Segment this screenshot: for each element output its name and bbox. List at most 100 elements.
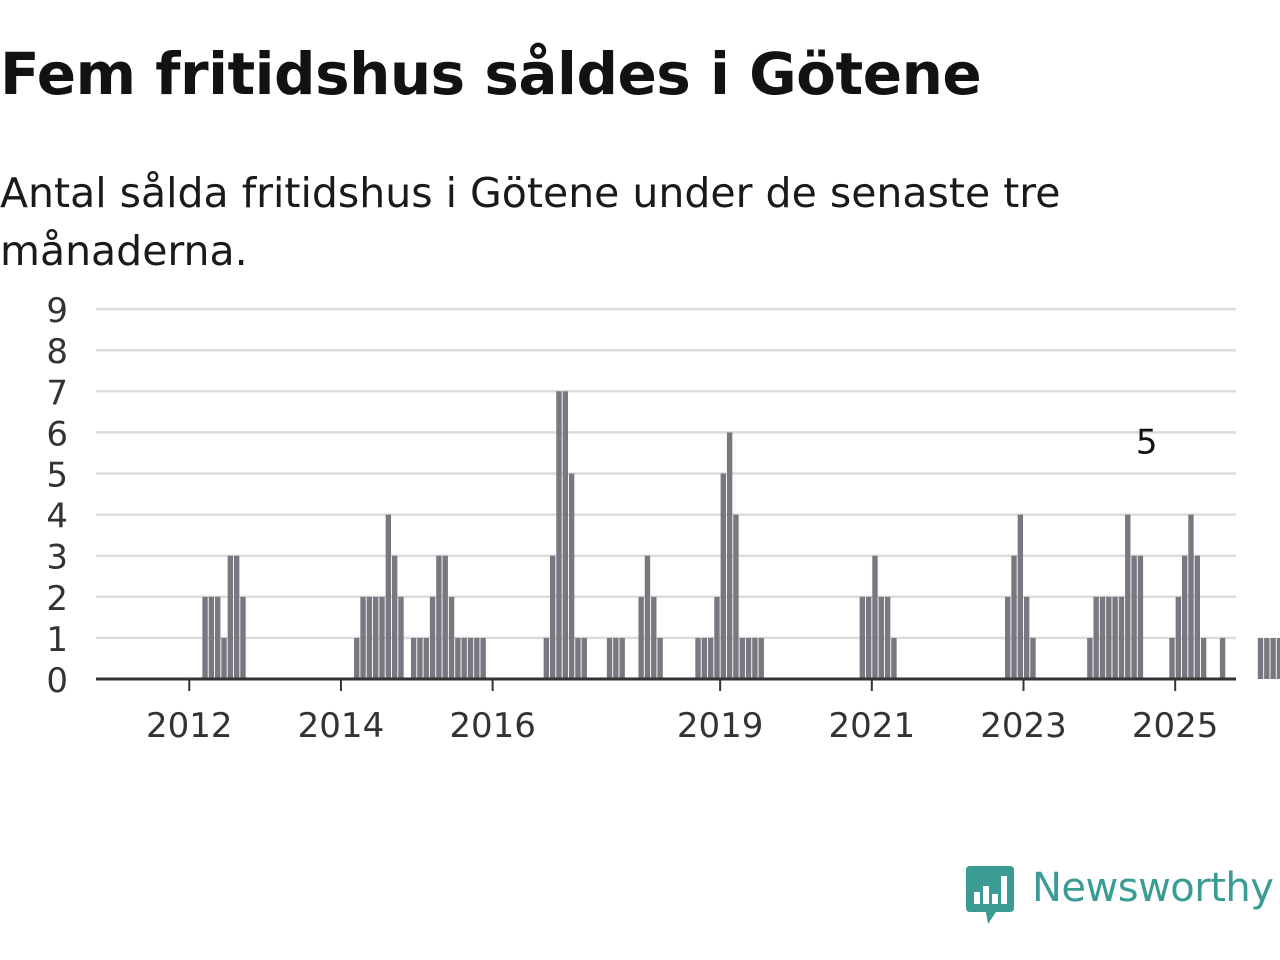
x-tick-label: 2012 [146,706,233,746]
bar [1017,514,1024,679]
bar [1118,596,1125,679]
bar [1175,596,1182,679]
bar [221,637,227,679]
bar [461,637,467,679]
bar [373,596,379,679]
x-tick-label: 2021 [829,706,916,746]
bar [1125,514,1131,679]
y-tick-label: 3 [46,538,68,578]
bar [1099,596,1106,679]
bar [714,596,720,679]
y-tick-label: 7 [46,373,68,413]
bar [758,637,764,679]
bar [366,596,373,679]
y-tick-label: 2 [46,579,68,619]
bar [398,596,404,679]
bar [739,637,745,679]
bar [733,514,739,679]
bar [467,637,474,679]
bar [354,637,360,679]
bar [707,637,714,679]
bar [638,596,644,679]
y-tick-label: 8 [46,332,68,372]
bar [417,637,423,679]
bar [202,596,208,679]
bar [1200,637,1207,679]
bar [1264,637,1270,679]
bar [1093,596,1099,679]
bars [202,391,1280,679]
bar [891,637,897,679]
bar [423,637,429,679]
bar [606,637,613,679]
bar [227,555,234,679]
bar [391,555,398,679]
x-tick-label: 2016 [449,706,536,746]
bar [429,596,436,679]
newsworthy-logo-icon [966,866,1014,924]
bar [1087,637,1093,679]
bar [549,555,556,679]
bar [474,637,480,679]
bar [745,637,752,679]
bar [379,596,385,679]
bar [651,596,657,679]
bar [448,596,455,679]
bar [455,637,461,679]
y-tick-label: 4 [46,497,68,537]
bar [562,391,568,679]
bar [1194,555,1200,679]
bar [720,473,726,679]
bar [385,514,392,679]
bar [1005,596,1011,679]
x-tick-label: 2023 [980,706,1067,746]
bar [878,596,884,679]
x-tick-label: 2014 [298,706,385,746]
y-tick-label: 6 [46,414,68,454]
bar [752,637,758,679]
bar [240,596,246,679]
bar [619,637,625,679]
bar [1188,514,1194,679]
data-labels: 5 [1136,423,1158,463]
newsworthy-logo: Newsworthy [964,864,1274,928]
bar [695,637,701,679]
bar [613,637,619,679]
bar [859,596,866,679]
bar [1137,555,1144,679]
grid-lines [96,307,1236,640]
chart-subtitle: Antal sålda fritidshus i Götene under de… [0,169,1061,275]
bar [1112,596,1118,679]
bar [208,596,215,679]
x-tick-label: 2025 [1132,706,1219,746]
bar [581,637,587,679]
bar [1257,637,1264,679]
y-tick-label: 9 [46,291,68,331]
bar [233,555,240,679]
bar [1270,637,1276,679]
bar [1131,555,1137,679]
bar [1011,555,1017,679]
data-label: 5 [1136,423,1158,463]
y-tick-label: 5 [46,456,68,496]
bar [644,555,651,679]
bar [1030,637,1036,679]
x-tick-label: 2019 [677,706,764,746]
bar [701,637,708,679]
bar [480,637,486,679]
bar [1276,637,1280,679]
bar [657,637,663,679]
bar [360,596,366,679]
bar [872,555,878,679]
bar [1219,637,1226,679]
x-axis-ticks: 2012 2014 2016 2019 2021 2023 2025 [146,679,1218,746]
bar [436,555,442,679]
bar [215,596,221,679]
bar [726,432,733,679]
bar [575,637,581,679]
chart-title: Fem fritidshus såldes i Götene [0,40,982,108]
bar [556,391,562,679]
bar [1169,637,1175,679]
